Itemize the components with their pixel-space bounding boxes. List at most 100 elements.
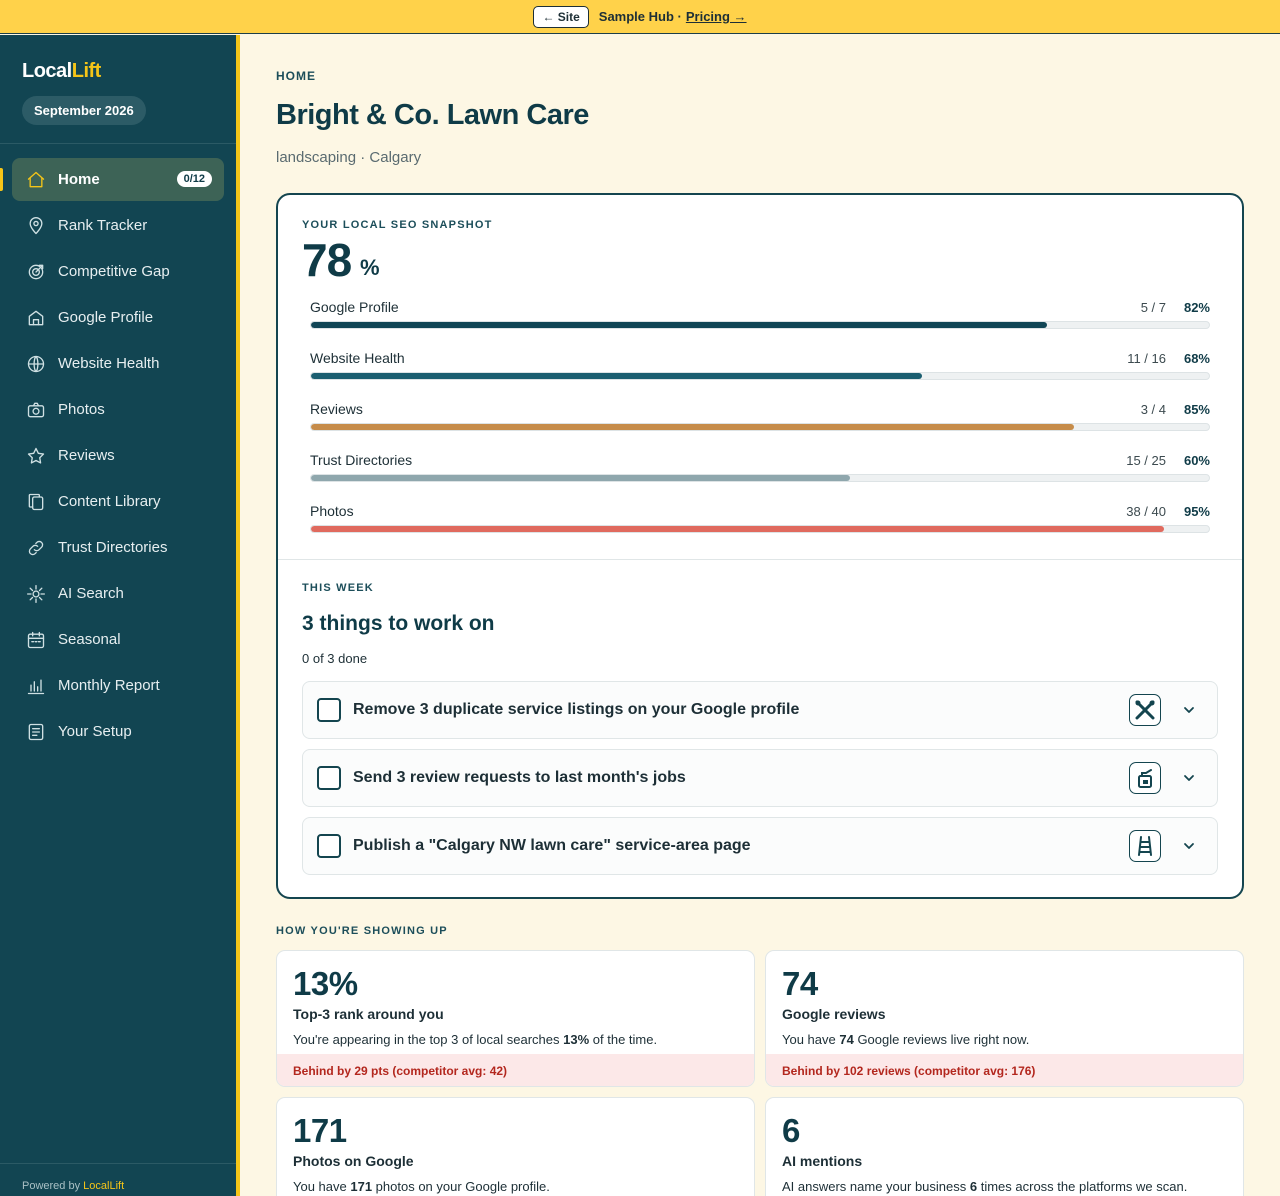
task-item[interactable]: Send 3 review requests to last month's j…: [302, 749, 1218, 807]
progress-track: [310, 423, 1210, 431]
powered-by-link[interactable]: LocalLift: [83, 1180, 125, 1192]
task-checkbox[interactable]: [317, 698, 341, 722]
sidebar-item-label: Rank Tracker: [58, 217, 148, 234]
task-label: Publish a "Calgary NW lawn care" service…: [353, 837, 751, 854]
sidebar-item-website-health[interactable]: Website Health: [12, 342, 224, 385]
chevron-down-icon[interactable]: [1181, 702, 1197, 718]
document-icon: [26, 722, 46, 742]
seo-snapshot-card: YOUR LOCAL SEO SNAPSHOT 78 % Google Prof…: [276, 193, 1244, 899]
business-category-location: landscaping · Calgary: [276, 149, 422, 166]
category-label: Reviews: [310, 401, 363, 417]
calendar-icon: [26, 630, 46, 650]
category-label: Photos: [310, 503, 354, 519]
home-icon: [26, 170, 46, 190]
page-title: Bright & Co. Lawn Care: [276, 99, 589, 131]
metric-description: You have 74 Google reviews live right no…: [782, 1032, 1030, 1047]
metric-card-google-reviews: 74 Google reviews You have 74 Google rev…: [765, 950, 1244, 1087]
category-percent: 68%: [1183, 351, 1210, 366]
category-percent: 82%: [1183, 300, 1210, 315]
progress-track: [310, 372, 1210, 380]
metric-label: AI mentions: [782, 1153, 863, 1169]
wrench-screwdriver-icon: [1129, 694, 1161, 726]
sidebar-divider: [0, 143, 236, 144]
metric-card-ai-mentions: 6 AI mentions AI answers name your busin…: [765, 1097, 1244, 1196]
metric-description: You're appearing in the top 3 of local s…: [293, 1032, 658, 1047]
ladder-icon: [1129, 830, 1161, 862]
globe-icon: [26, 354, 46, 374]
metric-card-top3-rank: 13% Top-3 rank around you You're appeari…: [276, 950, 755, 1087]
metric-description: You have 171 photos on your Google profi…: [293, 1179, 550, 1194]
month-selector[interactable]: September 2026: [22, 96, 146, 125]
sidebar-item-reviews[interactable]: Reviews: [12, 434, 224, 477]
metric-card-photos: 171 Photos on Google You have 171 photos…: [276, 1097, 755, 1196]
sidebar-item-trust-directories[interactable]: Trust Directories: [12, 526, 224, 569]
sidebar-item-label: Competitive Gap: [58, 263, 170, 280]
sidebar-item-label: Seasonal: [58, 631, 121, 648]
this-week-title: 3 things to work on: [302, 612, 495, 635]
sidebar: LocalLift September 2026 Home 0/12 Rank …: [0, 35, 236, 1196]
sidebar-item-rank-tracker[interactable]: Rank Tracker: [12, 204, 224, 247]
metric-value: 74: [782, 965, 818, 1002]
chevron-down-icon[interactable]: [1181, 770, 1197, 786]
map-pin-icon: [26, 216, 46, 236]
pricing-link[interactable]: Pricing →: [685, 9, 747, 24]
overall-score: 78: [302, 234, 352, 286]
category-percent: 60%: [1183, 453, 1210, 468]
chevron-down-icon[interactable]: [1181, 838, 1197, 854]
task-item[interactable]: Remove 3 duplicate service listings on y…: [302, 681, 1218, 739]
task-item[interactable]: Publish a "Calgary NW lawn care" service…: [302, 817, 1218, 875]
metric-value: 13%: [293, 965, 358, 1002]
back-to-site-button[interactable]: ← Site: [533, 5, 589, 28]
category-bar: Reviews 3 / 4 85%: [310, 401, 1210, 452]
sidebar-item-label: Content Library: [58, 493, 161, 510]
sidebar-item-photos[interactable]: Photos: [12, 388, 224, 431]
sidebar-item-label: Google Profile: [58, 309, 154, 326]
copy-icon: [26, 492, 46, 512]
sidebar-item-content-library[interactable]: Content Library: [12, 480, 224, 523]
sidebar-item-competitive-gap[interactable]: Competitive Gap: [12, 250, 224, 293]
task-checkbox[interactable]: [317, 834, 341, 858]
sidebar-item-label: Home: [58, 171, 100, 188]
category-bars: Google Profile 5 / 7 82% Website Health …: [310, 299, 1210, 554]
category-count: 38 / 40: [1126, 504, 1166, 519]
sidebar-item-google-profile[interactable]: Google Profile: [12, 296, 224, 339]
category-count: 3 / 4: [1140, 402, 1166, 417]
top-banner: ← Site Sample Hub · Pricing →: [0, 0, 1280, 34]
task-label: Remove 3 duplicate service listings on y…: [353, 701, 800, 718]
progress-fill: [311, 424, 1075, 430]
sidebar-accent-stripe: [236, 35, 240, 1196]
progress-track: [310, 474, 1210, 482]
sidebar-item-home[interactable]: Home 0/12: [0, 158, 224, 201]
sidebar-item-ai-search[interactable]: AI Search: [12, 572, 224, 615]
category-label: Website Health: [310, 350, 405, 366]
sparkle-icon: [26, 584, 46, 604]
sidebar-item-your-setup[interactable]: Your Setup: [12, 710, 224, 753]
metric-label: Photos on Google: [293, 1153, 414, 1169]
task-label: Send 3 review requests to last month's j…: [353, 769, 686, 786]
task-checkbox[interactable]: [317, 766, 341, 790]
powered-by: Powered by LocalLift: [22, 1180, 125, 1192]
brand-logo[interactable]: LocalLift: [22, 60, 101, 82]
sidebar-item-label: Your Setup: [58, 723, 132, 740]
category-label: Trust Directories: [310, 452, 413, 468]
progress-track: [310, 321, 1210, 329]
progress-fill: [311, 322, 1048, 328]
category-bar: Photos 38 / 40 95%: [310, 503, 1210, 554]
progress-badge: 0/12: [176, 171, 212, 187]
category-count: 5 / 7: [1140, 300, 1166, 315]
category-label: Google Profile: [310, 299, 399, 315]
tasks-done-count: 0 of 3 done: [302, 651, 368, 666]
category-bar: Trust Directories 15 / 25 60%: [310, 452, 1210, 503]
sidebar-item-seasonal[interactable]: Seasonal: [12, 618, 224, 661]
sidebar-item-monthly-report[interactable]: Monthly Report: [12, 664, 224, 707]
target-icon: [26, 262, 46, 282]
category-bar: Google Profile 5 / 7 82%: [310, 299, 1210, 350]
task-list: Remove 3 duplicate service listings on y…: [302, 681, 1218, 885]
link-icon: [26, 538, 46, 558]
category-percent: 85%: [1183, 402, 1210, 417]
sidebar-nav: Home 0/12 Rank Tracker Competitive Gap G…: [0, 158, 224, 756]
progress-track: [310, 525, 1210, 533]
metric-value: 171: [293, 1112, 347, 1149]
competitor-gap-alert: Behind by 29 pts (competitor avg: 42): [277, 1054, 754, 1086]
sidebar-item-label: Monthly Report: [58, 677, 160, 694]
